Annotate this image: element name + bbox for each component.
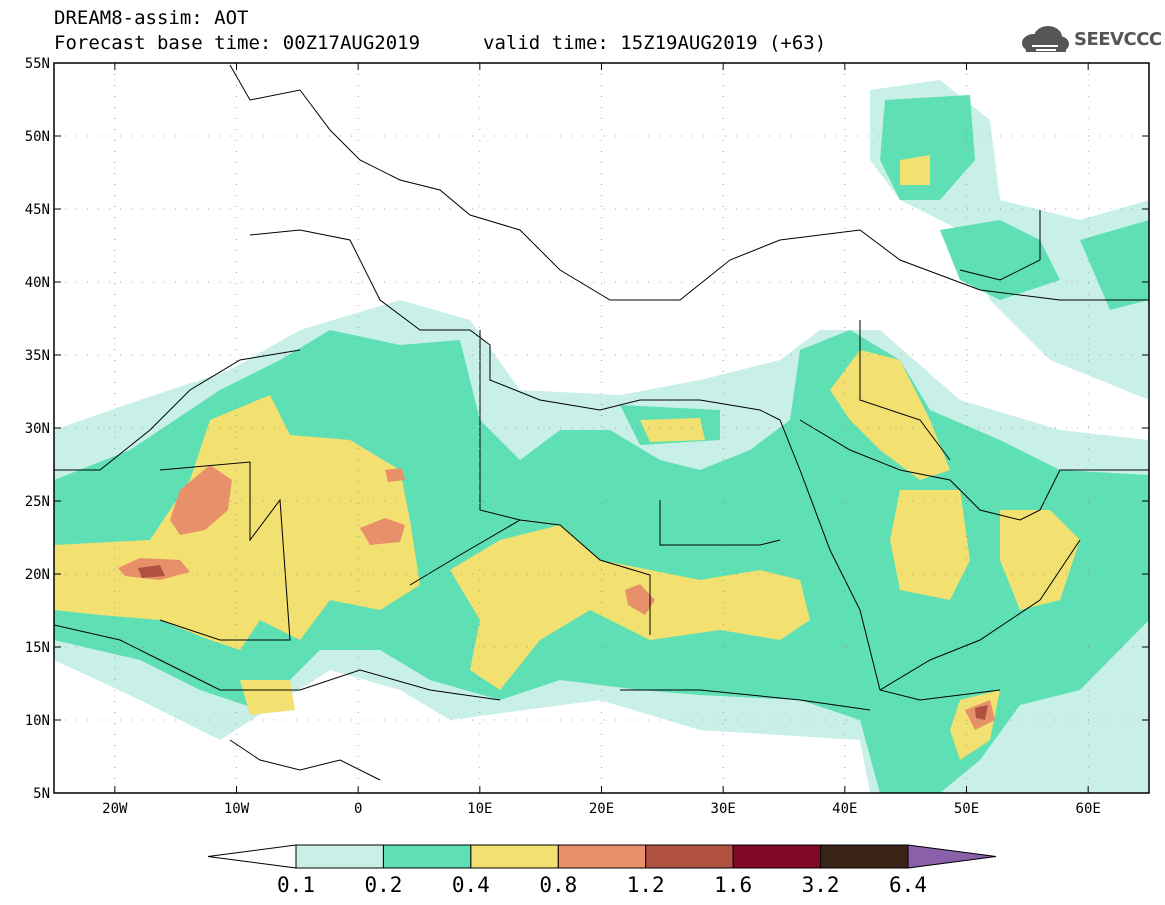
colorbar-over-triangle	[907, 844, 997, 869]
colorbar-segment	[295, 844, 384, 869]
colorbar-level-label: 3.2	[802, 873, 840, 897]
aot-level-1-2	[138, 565, 988, 720]
cloud-logo-icon	[1022, 26, 1069, 52]
map-grid	[54, 63, 1149, 793]
lat-label: 45N	[25, 202, 50, 218]
lon-label: 30E	[711, 801, 736, 817]
lon-label: 10W	[224, 801, 250, 817]
lat-label: 20N	[25, 567, 50, 583]
seevccc-logo: SEEVCCC	[1018, 24, 1162, 56]
axis-ticks	[54, 62, 1149, 794]
lat-label: 55N	[25, 56, 50, 72]
lon-label: 50E	[954, 801, 979, 817]
colorbar-level-label: 0.8	[539, 873, 577, 897]
colorbar-level-label: 6.4	[889, 873, 927, 897]
colorbar-under-triangle	[207, 844, 297, 869]
colorbar-level-label: 1.2	[627, 873, 665, 897]
valid-time: valid time: 15Z19AUG2019 (+63)	[483, 32, 827, 54]
logo-text: SEEVCCC	[1074, 29, 1162, 50]
colorbar-level-label: 0.1	[277, 873, 315, 897]
colorbar-segment	[820, 844, 909, 869]
coastlines	[54, 64, 1149, 781]
colorbar-segment	[645, 844, 734, 869]
lon-label: 20W	[102, 801, 128, 817]
lon-label: 40E	[832, 801, 857, 817]
forecast-base-time: Forecast base time: 00Z17AUG2019	[54, 32, 421, 54]
lat-label: 30N	[25, 421, 50, 437]
lat-label: 15N	[25, 640, 50, 656]
map-title: DREAM8-assim: AOT	[54, 7, 249, 29]
lat-label: 5N	[33, 786, 50, 802]
longitude-labels: 20W 10W 0 10E 20E 30E 40E 50E 60E	[102, 801, 1101, 817]
lat-label: 10N	[25, 713, 50, 729]
colorbar-segment	[557, 844, 647, 869]
latitude-labels: 55N 50N 45N 40N 35N 30N 25N 20N 15N 10N 5N	[25, 56, 50, 802]
colorbar-segment	[470, 844, 559, 869]
colorbar-level-label: 0.2	[364, 873, 402, 897]
lon-label: 0	[354, 801, 362, 817]
lon-label: 60E	[1076, 801, 1101, 817]
lon-label: 10E	[467, 801, 492, 817]
lat-label: 40N	[25, 275, 50, 291]
colorbar: 0.1 0.2 0.4 0.8 1.2 1.6 3.2 6.4	[207, 844, 997, 897]
colorbar-level-label: 0.4	[452, 873, 490, 897]
aot-field	[54, 63, 1149, 793]
lat-label: 25N	[25, 494, 50, 510]
colorbar-level-label: 1.6	[714, 873, 752, 897]
lat-label: 35N	[25, 348, 50, 364]
lat-label: 50N	[25, 129, 50, 145]
colorbar-segment	[732, 844, 822, 869]
colorbar-segment	[382, 844, 472, 869]
lon-label: 20E	[589, 801, 614, 817]
